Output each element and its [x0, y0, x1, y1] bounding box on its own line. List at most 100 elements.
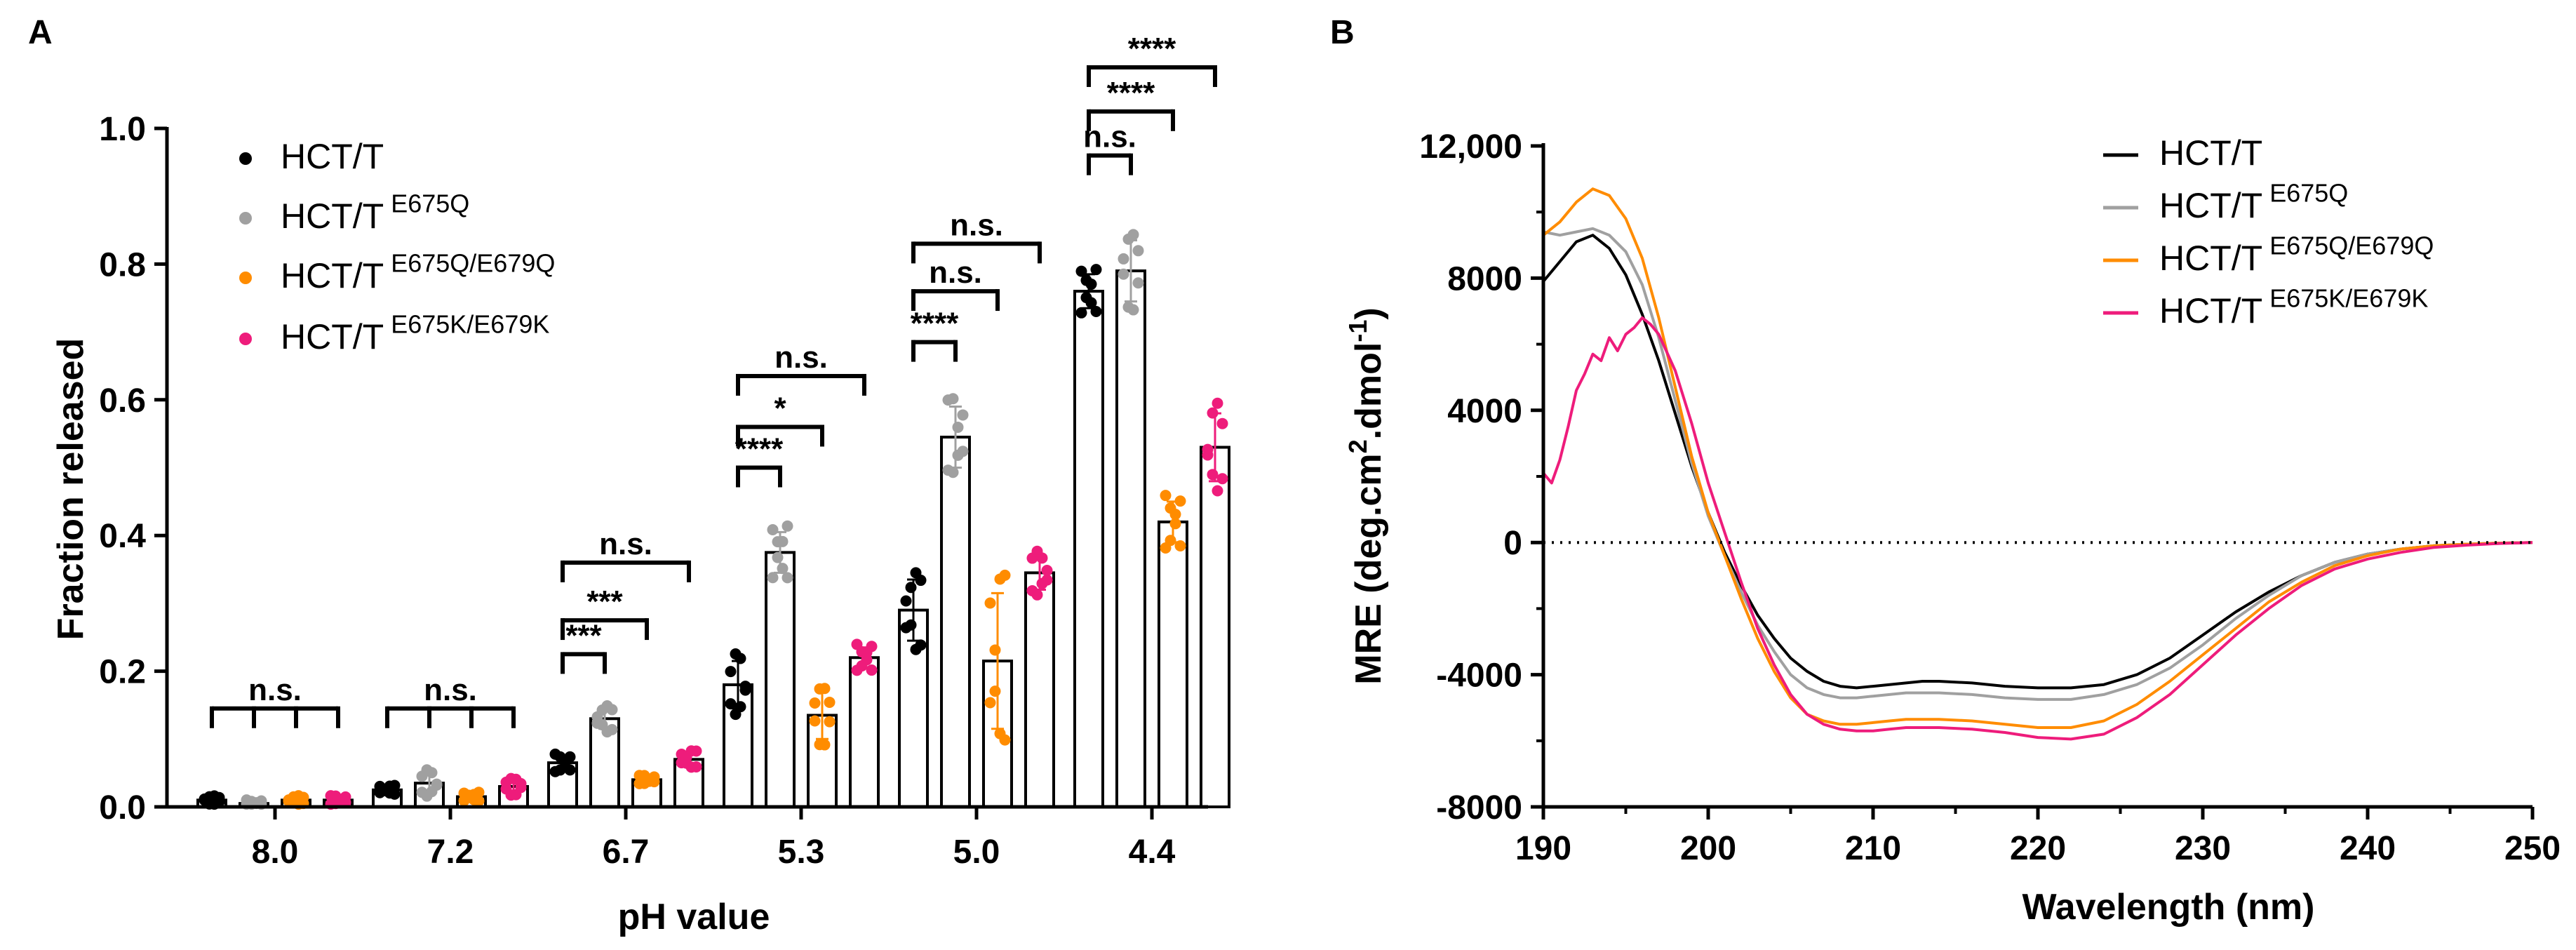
- panel-a-replicate-point: [730, 648, 742, 660]
- panel-a-replicate-point: [685, 745, 697, 757]
- panel-a-replicate-point: [505, 789, 517, 801]
- panel-a-replicate-point: [957, 409, 969, 421]
- panel-a-replicate-point: [772, 551, 784, 563]
- panel-a-replicate-point: [739, 681, 751, 693]
- panel-a-replicate-point: [1122, 301, 1134, 313]
- panel-a-replicate-point: [1085, 279, 1097, 290]
- panel-a-bar: [1158, 520, 1188, 808]
- panel-a-replicate-point: [781, 520, 793, 532]
- panel-a-label: A: [28, 14, 53, 51]
- panel-a-replicate-point: [1118, 268, 1129, 280]
- panel-a-replicate-point: [725, 666, 737, 678]
- panel-a-replicate-point: [1127, 229, 1139, 241]
- panel-a-replicate-point: [213, 796, 225, 808]
- panel-a-replicate-point: [725, 698, 737, 710]
- panel-b-x-tick-label: 230: [2175, 830, 2231, 867]
- panel-a-replicate-point: [1118, 253, 1129, 265]
- panel-a-replicate-point: [473, 787, 485, 798]
- panel-a-significance-label: n.s.: [424, 673, 477, 707]
- panel-a-replicate-point: [1207, 469, 1219, 481]
- panel-a-x-tick-label: 8.0: [252, 834, 299, 871]
- panel-a-replicate-point: [824, 696, 836, 708]
- panel-a-replicate-point: [1132, 245, 1144, 257]
- panel-a-y-tick-label: 0.0: [99, 789, 146, 827]
- panel-a-significance-label: ***: [586, 584, 623, 619]
- panel-a-legend-marker: [239, 272, 252, 284]
- panel-a-replicate-point: [1132, 277, 1144, 289]
- panel-a-replicate-point: [389, 788, 401, 800]
- panel-b-x-tick-label: 250: [2504, 830, 2561, 867]
- panel-a-legend: HCT/T HCT/T E675Q HCT/T E675Q/E679Q HCT/T E…: [239, 137, 555, 356]
- panel-b-x-axis-label: Wavelength (nm): [2022, 887, 2315, 928]
- panel-a-bar: [1200, 446, 1230, 808]
- panel-a-y-axis-label: Fraction released: [51, 338, 91, 641]
- panel-a-bar: [765, 551, 796, 808]
- panel-a-replicate-point: [947, 467, 959, 479]
- panel-a-significance-label: ****: [735, 432, 784, 467]
- panel-a-replicate-point: [1202, 443, 1214, 455]
- panel-a-replicate-point: [957, 446, 969, 457]
- panel-a-replicate-point: [549, 765, 561, 777]
- panel-a-significance-label: *: [774, 391, 786, 425]
- panel-a-replicate-point: [767, 572, 779, 584]
- panel-a-replicate-point: [431, 779, 443, 791]
- panel-a-replicate-point: [648, 771, 660, 783]
- panel-a-replicate-point: [1090, 264, 1102, 276]
- panel-a-replicate-point: [1174, 495, 1186, 507]
- panel-b-x-tick-label: 220: [2010, 830, 2066, 867]
- panel-a-significance-label: n.s.: [929, 255, 982, 290]
- panel-a-replicate-point: [984, 597, 996, 609]
- panel-a-replicate-point: [861, 647, 873, 659]
- panel-a-replicate-point: [809, 715, 821, 727]
- panel-a-significance-label: ****: [1107, 76, 1155, 110]
- panel-a-replicate-point: [416, 787, 428, 798]
- panel-a-replicate-point: [1075, 307, 1087, 319]
- panel-b-x-tick-label: 200: [1680, 830, 1736, 867]
- panel-a-x-tick-label: 4.4: [1129, 834, 1176, 871]
- panel-b-legend: HCT/T HCT/T E675Q HCT/T E675Q/E679Q HCT/T E…: [2103, 133, 2434, 330]
- panel-a-replicate-point: [1160, 490, 1172, 502]
- panel-a-replicate-point: [994, 573, 1006, 585]
- panel-b-legend-label: HCT/T E675Q: [2159, 179, 2348, 226]
- panel-a-y-tick-label: 0.6: [99, 382, 146, 420]
- panel-a-significance-label: ***: [565, 618, 602, 653]
- panel-a-x-tick-label: 6.7: [603, 834, 650, 871]
- panel-a-replicate-point: [1212, 397, 1223, 409]
- panel-b-x-tick-label: 190: [1515, 830, 1571, 867]
- panel-a-x-tick-label: 5.0: [953, 834, 1000, 871]
- panel-b-legend-label: HCT/T E675Q/E679Q: [2159, 232, 2434, 279]
- panel-a-significance-label: ****: [911, 307, 959, 341]
- panel-a-y-tick-label: 0.2: [99, 654, 146, 691]
- panel-b-y-tick-label: -8000: [1436, 789, 1522, 827]
- panel-a-legend-marker: [239, 212, 252, 225]
- panel-a-x-axis-label: pH value: [618, 897, 770, 937]
- panel-a-bar: [940, 435, 971, 808]
- panel-a-replicate-point: [809, 697, 821, 709]
- panel-b-line-chart: MRE (deg.cm2.dmol-1) Wavelength (nm) -80…: [1343, 128, 2561, 928]
- panel-a-bar-chart: Fraction released pH value n.s. n.s.*****…: [51, 32, 1230, 937]
- panel-a-y-tick-label: 0.8: [99, 246, 146, 283]
- panel-a-replicate-point: [989, 644, 1001, 656]
- panel-b-series-line: [1542, 316, 2533, 741]
- panel-b-y-tick-label: 0: [1503, 525, 1522, 562]
- panel-a-replicate-point: [910, 643, 922, 655]
- panel-b-y-tick-label: 12,000: [1419, 128, 1522, 166]
- panel-a-replicate-point: [999, 734, 1011, 746]
- panel-a-significance-label: n.s.: [950, 208, 1003, 242]
- panel-a-bar: [1115, 269, 1146, 808]
- panel-b-legend-label: HCT/T: [2159, 133, 2262, 173]
- panel-a-significance-label: ****: [1128, 32, 1176, 66]
- panel-a-replicate-point: [814, 739, 826, 751]
- panel-a-replicate-point: [1085, 297, 1097, 309]
- panel-a-replicate-point: [942, 394, 954, 406]
- panel-a-significance-label: n.s.: [774, 340, 828, 375]
- panel-b-y-tick-label: 4000: [1447, 393, 1522, 430]
- panel-a-significance-label: n.s.: [1083, 120, 1136, 154]
- panel-a-replicate-point: [1031, 545, 1043, 557]
- panel-a-replicate-point: [851, 664, 863, 676]
- panel-a-replicate-point: [690, 761, 702, 772]
- panel-a-replicate-point: [900, 595, 912, 607]
- panel-a-legend-label: HCT/T E675K/E679K: [281, 310, 549, 357]
- panel-a-replicate-point: [500, 776, 512, 788]
- panel-a-replicate-point: [915, 575, 927, 587]
